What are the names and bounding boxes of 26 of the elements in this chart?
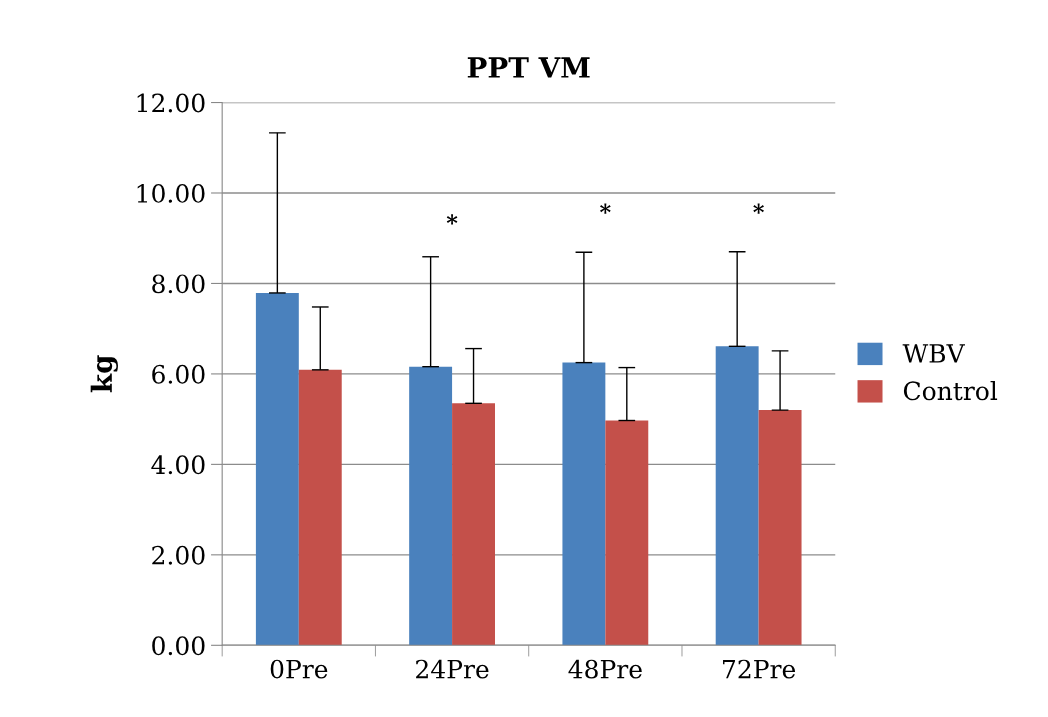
bar <box>255 292 299 646</box>
y-tick-label: 12.00 <box>137 93 205 113</box>
x-tick-label: 0Pre <box>270 659 328 679</box>
bar <box>409 366 453 646</box>
annotation: * <box>600 203 611 214</box>
y-tick-label: 4.00 <box>151 455 205 475</box>
x-tick-label: 72Pre <box>723 659 796 679</box>
y-tick-label: 8.00 <box>152 274 205 294</box>
x-tick-label: 24Pre <box>416 659 489 679</box>
y-axis-title: kg <box>90 355 118 393</box>
bar <box>452 403 495 646</box>
y-tick-label: 2.00 <box>152 545 205 565</box>
y-tick-label: 10.00 <box>137 183 205 203</box>
legend-label: WBV <box>902 344 966 363</box>
bar <box>298 369 342 646</box>
annotation: * <box>753 203 764 214</box>
bar <box>562 362 606 646</box>
y-tick-label: 6.00 <box>152 364 205 384</box>
annotation: * <box>446 214 458 225</box>
bar <box>605 420 649 646</box>
legend-label: Control <box>903 380 998 401</box>
bar <box>758 410 802 646</box>
y-tick-label: 0.00 <box>152 636 205 656</box>
bar <box>715 346 759 646</box>
chart-title: PPT VM <box>467 57 590 78</box>
x-tick-label: 48Pre <box>568 659 642 679</box>
